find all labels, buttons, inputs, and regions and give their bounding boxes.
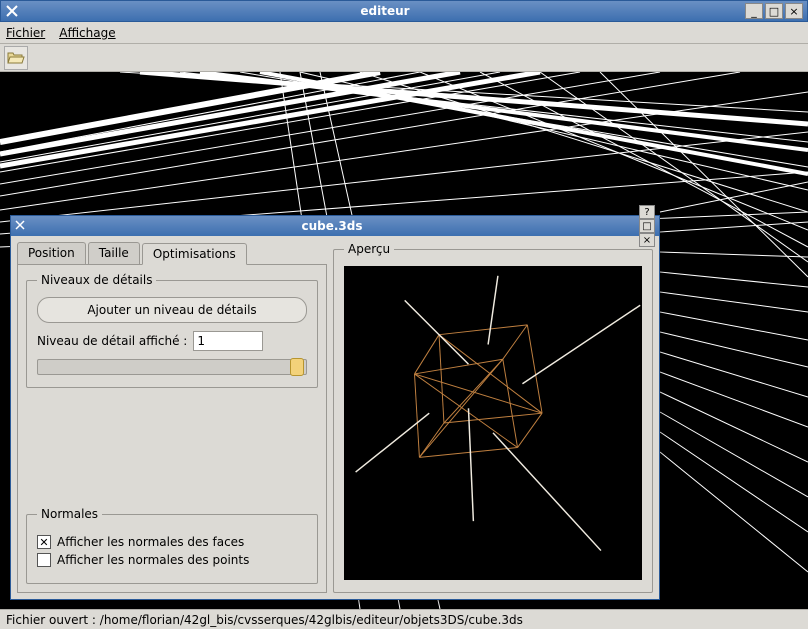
menu-affichage[interactable]: Affichage xyxy=(59,26,115,40)
preview-fieldset: Aperçu xyxy=(333,242,653,593)
wm-menu-icon[interactable] xyxy=(5,4,19,18)
point-normals-label: Afficher les normales des points xyxy=(57,553,249,567)
face-normals-label: Afficher les normales des faces xyxy=(57,535,244,549)
subwindow-title: cube.3ds xyxy=(25,219,639,233)
statusbar-text: Fichier ouvert : /home/florian/42gl_bis/… xyxy=(6,613,523,627)
subwindow-wm-icon[interactable] xyxy=(15,219,25,233)
lod-level-input[interactable] xyxy=(193,331,263,351)
tab-panel-optimisations: Niveaux de détails Ajouter un niveau de … xyxy=(17,264,327,593)
menu-fichier[interactable]: Fichier xyxy=(6,26,45,40)
subwindow-maximize-button[interactable]: □ xyxy=(639,219,655,233)
point-normals-checkbox[interactable] xyxy=(37,553,51,567)
tab-position[interactable]: Position xyxy=(17,242,86,264)
maximize-button[interactable]: □ xyxy=(765,3,783,19)
lod-fieldset: Niveaux de détails Ajouter un niveau de … xyxy=(26,273,318,388)
lod-slider[interactable] xyxy=(37,359,307,375)
tab-optimisations[interactable]: Optimisations xyxy=(142,243,247,265)
minimize-button[interactable]: _ xyxy=(745,3,763,19)
folder-open-icon xyxy=(7,50,25,66)
lod-level-label: Niveau de détail affiché : xyxy=(37,334,187,348)
face-normals-checkbox[interactable]: ✕ xyxy=(37,535,51,549)
normals-fieldset: Normales ✕ Afficher les normales des fac… xyxy=(26,507,318,584)
close-button[interactable]: × xyxy=(785,3,803,19)
open-file-button[interactable] xyxy=(4,46,28,70)
normals-legend: Normales xyxy=(37,507,102,521)
subwindow-titlebar[interactable]: cube.3ds ? □ × xyxy=(11,216,659,236)
main-window-title: editeur xyxy=(25,4,745,18)
subwindow-help-button[interactable]: ? xyxy=(639,205,655,219)
add-lod-button[interactable]: Ajouter un niveau de détails xyxy=(37,297,307,323)
main-titlebar: editeur _ □ × xyxy=(0,0,808,22)
preview-legend: Aperçu xyxy=(344,242,394,256)
menubar: Fichier Affichage xyxy=(0,22,808,44)
statusbar: Fichier ouvert : /home/florian/42gl_bis/… xyxy=(0,609,808,629)
properties-subwindow: cube.3ds ? □ × Position Taille Optimisat… xyxy=(10,215,660,600)
preview-3d-canvas[interactable] xyxy=(344,266,642,580)
tab-taille[interactable]: Taille xyxy=(88,242,140,264)
tab-bar: Position Taille Optimisations xyxy=(17,242,327,264)
toolbar xyxy=(0,44,808,72)
lod-slider-thumb[interactable] xyxy=(290,358,304,376)
lod-legend: Niveaux de détails xyxy=(37,273,156,287)
